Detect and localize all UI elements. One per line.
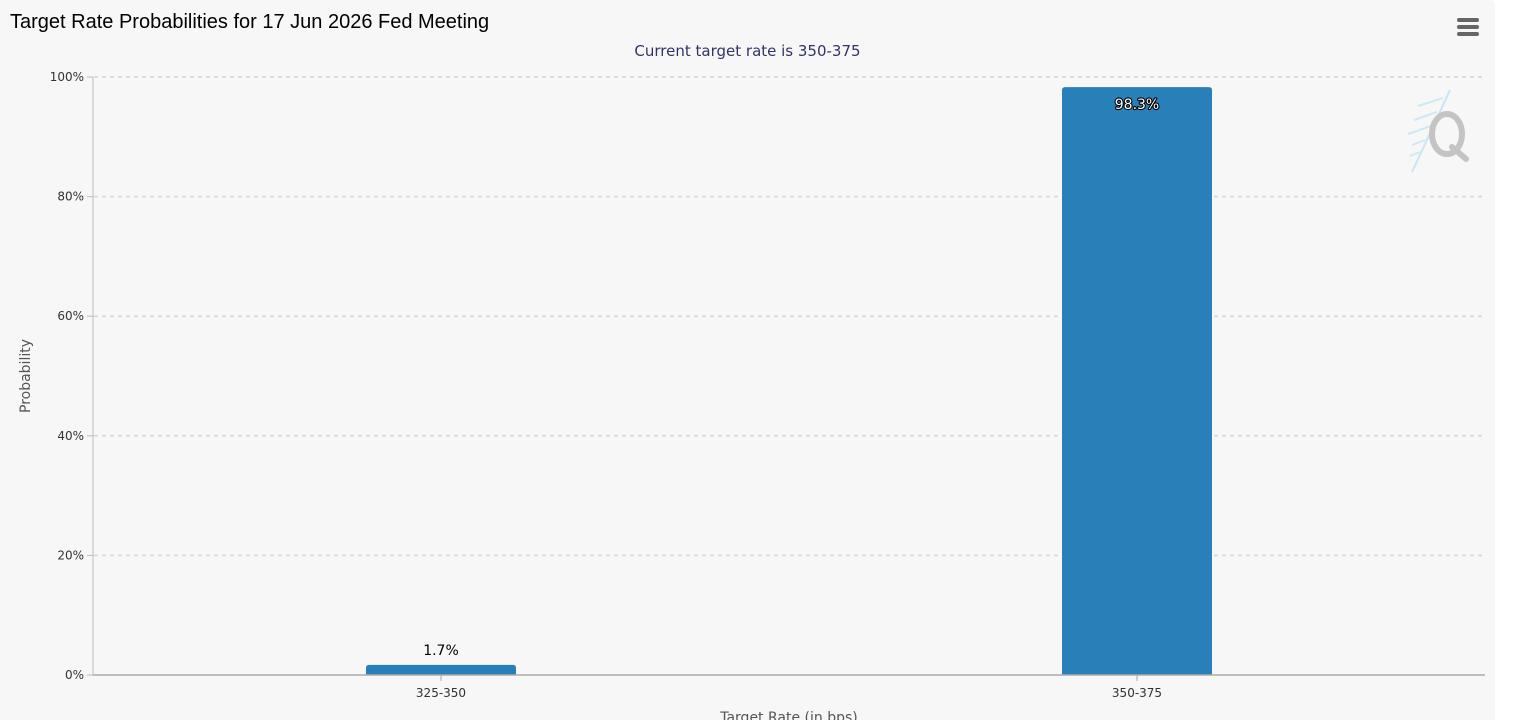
data-labels: 1.7% 98.3%: [423, 96, 1160, 659]
q-logo-watermark: [1407, 89, 1469, 173]
y-tick-label: 40%: [57, 429, 84, 443]
data-label: 1.7%: [423, 643, 459, 659]
x-tick-label: 350-375: [1112, 686, 1162, 700]
chart-context-menu-button[interactable]: [1454, 15, 1482, 39]
bar-325-350: [366, 664, 516, 675]
y-axis-ticks: 0% 20% 40% 60% 80% 100%: [50, 70, 93, 682]
page-margin: [1495, 0, 1513, 720]
y-tick-label: 0%: [65, 668, 84, 682]
bar-350-375: [1062, 87, 1212, 675]
x-tick-label: 325-350: [416, 686, 466, 700]
data-label: 98.3%: [1115, 97, 1159, 113]
x-axis-ticks: 325-350 350-375: [416, 675, 1162, 700]
y-axis-title: Probability: [18, 339, 34, 413]
y-tick-label: 80%: [57, 190, 84, 204]
gridlines: [94, 76, 1486, 557]
y-tick-label: 60%: [57, 309, 84, 323]
y-tick-label: 100%: [50, 70, 84, 84]
hamburger-menu-icon: [1457, 18, 1479, 36]
chart-subtitle: Current target rate is 350-375: [634, 42, 861, 60]
bars: [366, 87, 1212, 675]
chart-title: Target Rate Probabilities for 17 Jun 202…: [10, 11, 490, 33]
y-tick-label: 20%: [57, 548, 84, 562]
x-axis-title: Target Rate (in bps): [719, 710, 858, 720]
